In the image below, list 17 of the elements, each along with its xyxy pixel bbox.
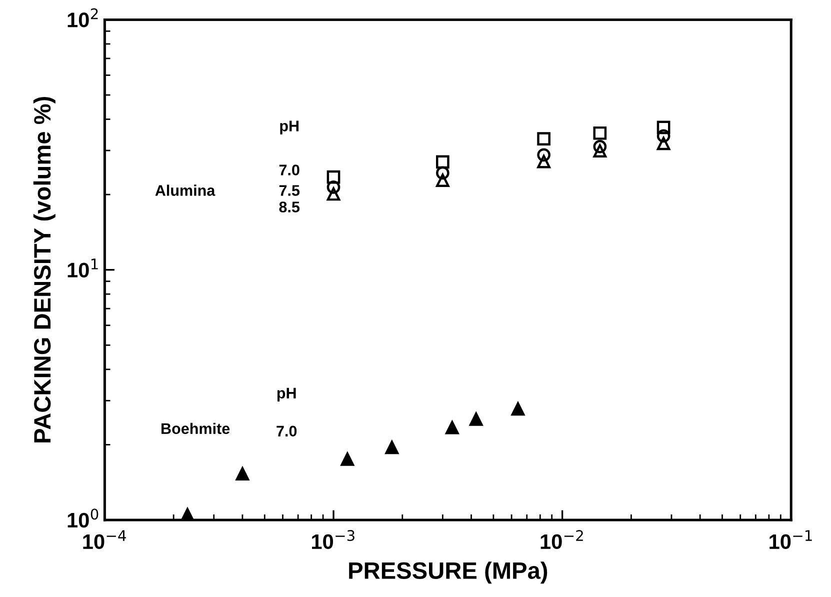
- x-axis-title: PRESSURE (MPa): [349, 562, 548, 584]
- y-axis-title: PACKING DENSITY (volume %): [33, 96, 56, 442]
- annotation: pH: [277, 388, 296, 402]
- annotation: 7.5: [279, 185, 300, 196]
- x-tick-label: 10$^{−4}$: [83, 530, 126, 550]
- annotation: 7.0: [279, 164, 300, 176]
- annotation: 8.5: [279, 202, 300, 212]
- annotation: Alumina: [155, 184, 216, 196]
- annotation: 7.0: [276, 426, 297, 437]
- x-tick-label: 10$^{−2}$: [540, 530, 583, 550]
- y-tick-label: 10$^{2}$: [68, 8, 98, 28]
- annotation: Boehmite: [162, 422, 230, 434]
- y-tick-label: 10$^{0}$: [68, 508, 98, 528]
- annotation: pH: [280, 120, 299, 134]
- x-tick-label: 10$^{−1}$: [770, 530, 812, 550]
- y-tick-label: 10$^{1}$: [68, 258, 98, 278]
- x-tick-label: 10$^{−3}$: [312, 530, 354, 550]
